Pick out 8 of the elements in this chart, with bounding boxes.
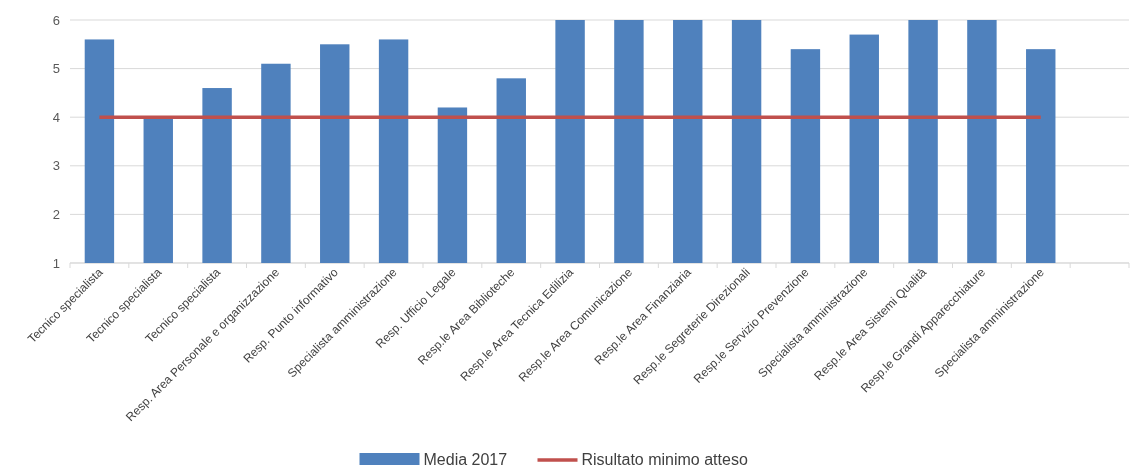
y-tick-label: 6 (52, 12, 60, 28)
legend-label: Media 2017 (423, 451, 508, 468)
y-tick-label: 3 (52, 158, 60, 174)
y-tick-label: 1 (52, 255, 60, 271)
y-tick-label: 2 (52, 206, 60, 222)
y-tick-label: 5 (52, 61, 60, 77)
legend-label: Risultato minimo atteso (581, 451, 748, 468)
y-tick-label: 4 (52, 109, 60, 125)
